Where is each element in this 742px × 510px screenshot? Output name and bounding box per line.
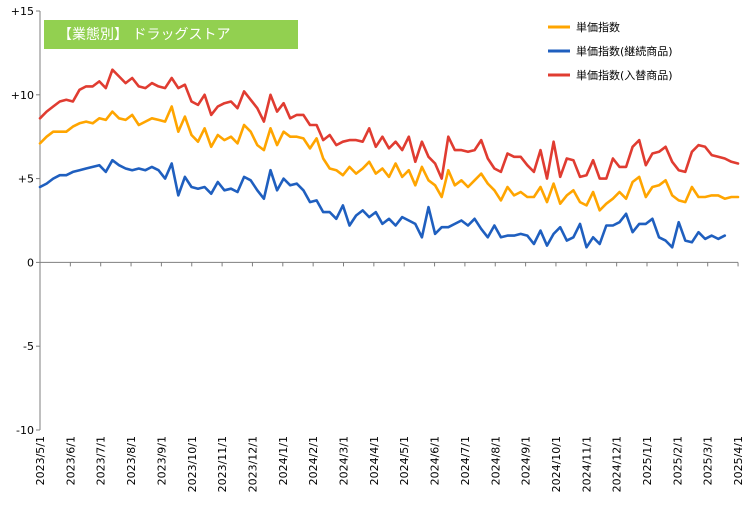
y-tick-label: +10 xyxy=(11,89,34,102)
legend-label-1: 単価指数(継続商品) xyxy=(576,44,673,58)
x-tick-label: 2024/8/1 xyxy=(489,436,502,485)
title-background xyxy=(44,20,298,49)
x-tick-label: 2025/1/1 xyxy=(641,436,654,485)
y-tick-label: +5 xyxy=(18,173,34,186)
x-tick-label: 2023/7/1 xyxy=(95,436,108,485)
x-tick-label: 2023/5/1 xyxy=(34,436,47,485)
x-tick-label: 2023/9/1 xyxy=(155,436,168,485)
chart-title: 【業態別】 ドラッグストア xyxy=(58,27,230,43)
x-tick-label: 2025/2/1 xyxy=(671,436,684,485)
x-tick-label: 2023/10/1 xyxy=(186,436,199,492)
x-tick-label: 2024/5/1 xyxy=(398,436,411,485)
y-tick-label: -10 xyxy=(16,424,34,437)
series-line-1 xyxy=(38,158,727,249)
x-tick-label: 2024/3/1 xyxy=(338,436,351,485)
chart-title-box: 【業態別】 ドラッグストア xyxy=(44,20,298,49)
x-tick-label: 2025/3/1 xyxy=(702,436,715,485)
legend-label-0: 単価指数 xyxy=(576,20,620,34)
x-tick-label: 2024/6/1 xyxy=(429,436,442,485)
x-tick-label: 2024/2/1 xyxy=(307,436,320,485)
series-line-2 xyxy=(38,68,740,180)
x-tick-label: 2023/11/1 xyxy=(216,436,229,492)
x-tick-label: 2023/6/1 xyxy=(64,436,77,485)
series-lines xyxy=(38,68,740,249)
series-line-0 xyxy=(38,105,740,212)
x-tick-label: 2024/10/1 xyxy=(550,436,563,492)
legend-label-2: 単価指数(入替商品) xyxy=(576,68,673,82)
x-tick-label: 2024/4/1 xyxy=(368,436,381,485)
x-tick-label: 2024/1/1 xyxy=(277,436,290,485)
x-tick-label: 2023/12/1 xyxy=(246,436,259,492)
x-tick-label: 2024/7/1 xyxy=(459,436,472,485)
x-tick-label: 2024/11/1 xyxy=(580,436,593,492)
y-tick-label: -5 xyxy=(23,340,34,353)
x-tick-label: 2023/8/1 xyxy=(125,436,138,485)
x-tick-label: 2024/12/1 xyxy=(611,436,624,492)
y-tick-label: 0 xyxy=(27,256,34,269)
x-tick-label: 2024/9/1 xyxy=(520,436,533,485)
x-tick-label: 2025/4/1 xyxy=(732,436,742,485)
y-tick-label: +15 xyxy=(11,5,34,18)
